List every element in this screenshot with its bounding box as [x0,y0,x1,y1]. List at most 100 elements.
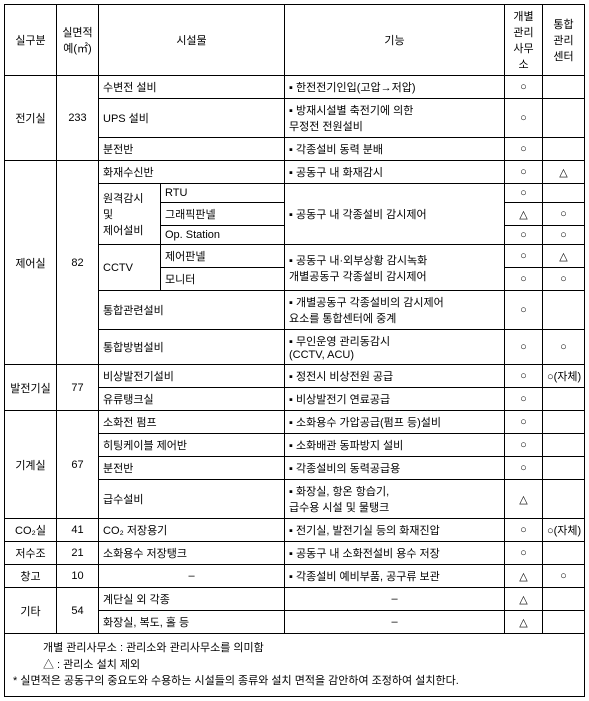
facility-cell: 소화전 펌프 [99,411,285,434]
room-area: 54 [57,588,99,634]
function-cell: ▪ 개별공동구 각종설비의 감시제어 요소를 통합센터에 중계 [285,291,505,330]
room-area: 82 [57,161,99,365]
indiv-cell: ○ [505,76,543,99]
hdr-area: 실면적 예(㎡) [57,5,99,76]
function-cell: ▪ 공동구 내 각종설비 감시제어 [285,184,505,245]
hdr-room: 실구분 [5,5,57,76]
function-cell: ▪ 공동구 내 화재감시 [285,161,505,184]
room-area: 21 [57,542,99,565]
center-cell [543,388,585,411]
center-cell [543,434,585,457]
room-area: 77 [57,365,99,411]
room-name: CO₂실 [5,519,57,542]
function-cell: ▪ 공동구 내·외부상황 감시녹화 개별공동구 각종설비 감시제어 [285,245,505,291]
facility-cell: 화장실, 복도, 홀 등 [99,611,285,634]
table-row: 창고 10 – ▪ 각종설비 예비부품, 공구류 보관 △ ○ [5,565,585,588]
room-name: 기계실 [5,411,57,519]
center-cell: △ [543,245,585,268]
center-cell: ○ [543,268,585,291]
indiv-cell: ○ [505,184,543,203]
footer-line2: △ : 관리소 설치 제외 [13,657,576,674]
function-cell: ▪ 각종설비 동력 분배 [285,138,505,161]
indiv-cell: ○ [505,457,543,480]
facility-cell: 소화용수 저장탱크 [99,542,285,565]
facility-cell: CO₂ 저장용기 [99,519,285,542]
room-name: 저수조 [5,542,57,565]
function-cell: ▪ 각종설비 예비부품, 공구류 보관 [285,565,505,588]
center-cell [543,76,585,99]
indiv-cell: △ [505,203,543,226]
indiv-cell: ○ [505,542,543,565]
hdr-indiv: 개별 관리 사무소 [505,5,543,76]
center-cell [543,480,585,519]
hdr-function: 기능 [285,5,505,76]
function-cell: ▪ 방재시설별 축전기에 의한 무정전 전원설비 [285,99,505,138]
indiv-cell: ○ [505,411,543,434]
facility-table: 실구분 실면적 예(㎡) 시설물 기능 개별 관리 사무소 통합 관리 센터 전… [4,4,585,697]
facility-cell: CCTV [99,245,161,291]
center-cell [543,99,585,138]
facility-cell: 유류탱크실 [99,388,285,411]
footer-line1: 개별 관리사무소 : 관리소와 관리사무소를 의미함 [13,640,576,657]
indiv-cell: ○ [505,388,543,411]
function-cell: ▪ 공동구 내 소화전설비 용수 저장 [285,542,505,565]
facility-sub: RTU [161,184,285,203]
center-cell: ○(자체) [543,519,585,542]
center-cell [543,184,585,203]
indiv-cell: ○ [505,291,543,330]
facility-sub: 제어판넬 [161,245,285,268]
facility-sub: 모니터 [161,268,285,291]
facility-cell: 계단실 외 각종 [99,588,285,611]
center-cell [543,588,585,611]
center-cell: ○ [543,565,585,588]
room-area: 41 [57,519,99,542]
center-cell: △ [543,161,585,184]
indiv-cell: △ [505,480,543,519]
facility-cell: 분전반 [99,138,285,161]
function-cell: ▪ 전기실, 발전기실 등의 화재진압 [285,519,505,542]
facility-cell: – [99,565,285,588]
center-cell: ○ [543,226,585,245]
indiv-cell: ○ [505,99,543,138]
facility-cell: 급수설비 [99,480,285,519]
function-cell: ▪ 소화배관 동파방지 설비 [285,434,505,457]
room-name: 발전기실 [5,365,57,411]
table-row: 기계실 67 소화전 펌프 ▪ 소화용수 가압공급(펌프 등)설비 ○ [5,411,585,434]
function-cell: ▪ 한전전기인입(고압→저압) [285,76,505,99]
facility-cell: 히팅케이블 제어반 [99,434,285,457]
room-name: 전기실 [5,76,57,161]
room-name: 제어실 [5,161,57,365]
footer-notes: 개별 관리사무소 : 관리소와 관리사무소를 의미함 △ : 관리소 설치 제외… [5,634,585,697]
room-area: 10 [57,565,99,588]
facility-sub: Op. Station [161,226,285,245]
indiv-cell: ○ [505,138,543,161]
center-cell [543,138,585,161]
footer-line3: * 실면적은 공동구의 중요도와 수용하는 시설들의 종류와 설치 면적을 감안… [13,673,576,690]
function-cell: ▪ 무인운영 관리동감시 (CCTV, ACU) [285,330,505,365]
room-area: 233 [57,76,99,161]
facility-cell: 비상발전기설비 [99,365,285,388]
room-area: 67 [57,411,99,519]
room-name: 창고 [5,565,57,588]
table-row: 제어실 82 화재수신반 ▪ 공동구 내 화재감시 ○ △ [5,161,585,184]
center-cell: ○(자체) [543,365,585,388]
indiv-cell: ○ [505,434,543,457]
function-cell: – [285,588,505,611]
indiv-cell: △ [505,611,543,634]
indiv-cell: ○ [505,330,543,365]
center-cell: ○ [543,330,585,365]
center-cell [543,411,585,434]
facility-cell: UPS 설비 [99,99,285,138]
table-row: 기타 54 계단실 외 각종 – △ [5,588,585,611]
indiv-cell: ○ [505,161,543,184]
function-cell: ▪ 비상발전기 연료공급 [285,388,505,411]
indiv-cell: ○ [505,268,543,291]
indiv-cell: ○ [505,226,543,245]
facility-cell: 통합관련설비 [99,291,285,330]
function-cell: ▪ 화장실, 항온 항습기, 급수용 시설 및 물탱크 [285,480,505,519]
room-name: 기타 [5,588,57,634]
table-row: 전기실 233 수변전 설비 ▪ 한전전기인입(고압→저압) ○ [5,76,585,99]
facility-cell: 수변전 설비 [99,76,285,99]
function-cell: ▪ 소화용수 가압공급(펌프 등)설비 [285,411,505,434]
function-cell: – [285,611,505,634]
